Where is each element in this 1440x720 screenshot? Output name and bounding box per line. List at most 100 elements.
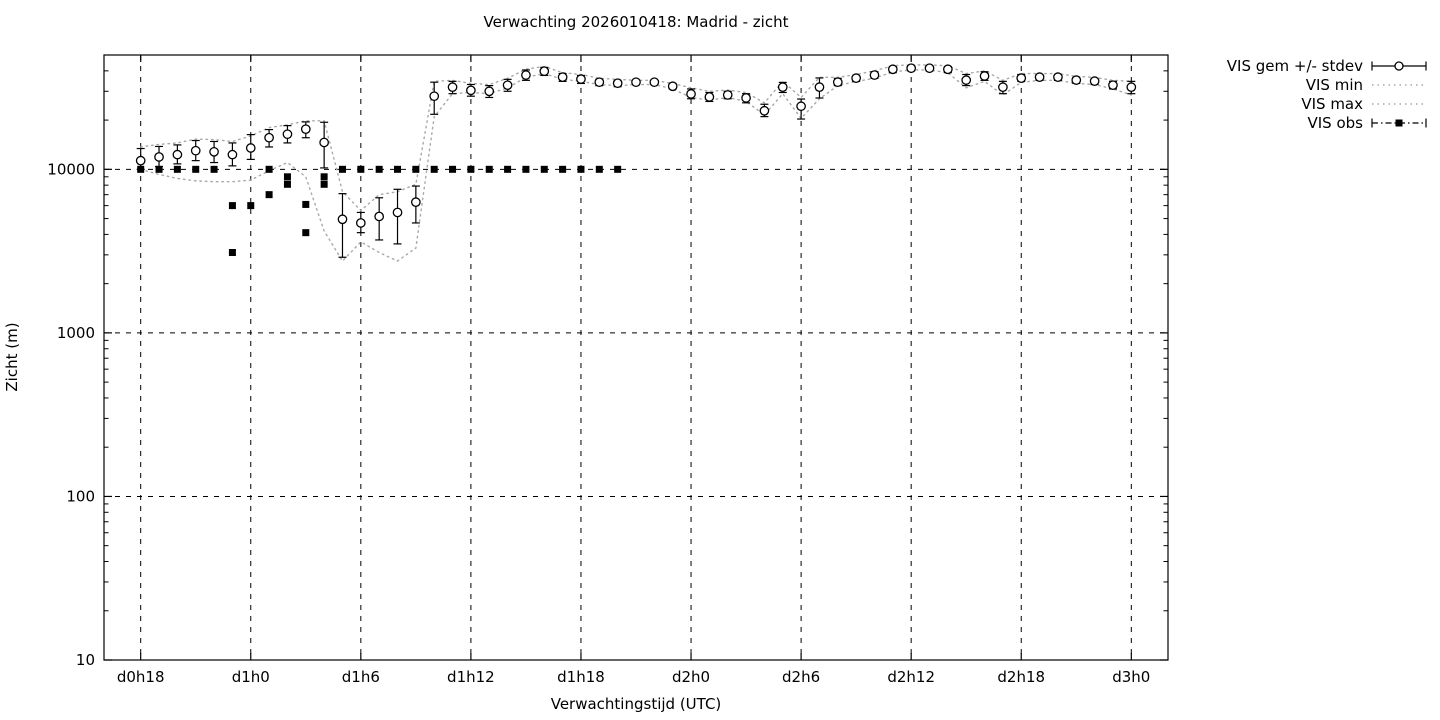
mean-point [209, 146, 219, 157]
mean-point [319, 137, 329, 148]
mean-point [759, 105, 770, 116]
legend-label-vis-gem: VIS gem +/- stdev [1226, 56, 1363, 75]
mean-point [466, 85, 476, 96]
svg-text:d0h18: d0h18 [117, 668, 165, 686]
mean-point [557, 72, 568, 83]
series-vis-min [139, 69, 1133, 263]
obs-point [540, 165, 548, 173]
obs-point [228, 202, 236, 210]
mean-point [245, 143, 256, 153]
mean-point [447, 82, 458, 92]
errorbar-square-icon [1371, 118, 1427, 127]
obs-point [302, 200, 310, 208]
obs-point [522, 165, 530, 173]
legend-label-vis-max: VIS max [1301, 94, 1363, 113]
obs-point [155, 165, 163, 173]
x-tick-labels: d0h18 d1h0 d1h6 d1h12 d1h18 d2h0 d2h6 d2h12 d2h1… [117, 668, 1151, 686]
svg-text:d2h0: d2h0 [672, 668, 710, 686]
svg-text:d1h6: d1h6 [342, 668, 380, 686]
mean-point [631, 77, 641, 88]
mean-point [1126, 82, 1137, 92]
mean-point [300, 124, 311, 135]
legend-item-vis-max: VIS max [1108, 94, 1428, 113]
obs-point [412, 165, 420, 173]
obs-point [338, 165, 346, 173]
legend-label-vis-min: VIS min [1305, 75, 1363, 94]
mean-point [502, 80, 513, 91]
mean-point [667, 81, 678, 92]
mean-point [429, 91, 440, 102]
obs-point [614, 165, 622, 173]
dotted-line-icon [1372, 83, 1426, 86]
y-gridlines [104, 168, 1168, 497]
obs-point [449, 165, 457, 173]
mean-point [649, 77, 660, 88]
svg-text:10: 10 [76, 651, 95, 669]
svg-text:d3h0: d3h0 [1112, 668, 1150, 686]
obs-point [504, 165, 512, 173]
legend-item-vis-min: VIS min [1108, 75, 1428, 94]
legend: VIS gem +/- stdev VIS min VIS max VIS ob… [1108, 56, 1428, 132]
mean-point [1053, 72, 1063, 83]
obs-point [283, 180, 291, 188]
obs-point [137, 165, 145, 173]
mean-point [190, 145, 201, 156]
mean-point [814, 82, 825, 92]
mean-point [1089, 76, 1100, 87]
mean-point [961, 75, 972, 85]
obs-point [192, 165, 200, 173]
legend-label-vis-obs: VIS obs [1307, 113, 1364, 132]
svg-text:10000: 10000 [47, 160, 95, 178]
legend-item-vis-gem: VIS gem +/- stdev [1108, 56, 1428, 75]
obs-point [302, 229, 310, 237]
mean-point [264, 132, 274, 143]
mean-point [704, 92, 715, 102]
mean-point [906, 63, 917, 74]
mean-point [521, 70, 531, 80]
obs-point [467, 165, 475, 173]
svg-text:d2h12: d2h12 [887, 668, 935, 686]
mean-point [154, 152, 164, 162]
svg-text:d2h18: d2h18 [997, 668, 1045, 686]
mean-point [1034, 72, 1045, 83]
mean-point [374, 211, 385, 222]
dotted-line-icon [1372, 102, 1426, 105]
errorbar-circle-icon [1371, 60, 1427, 71]
mean-point [924, 63, 935, 74]
mean-point [576, 74, 586, 84]
mean-point [282, 129, 293, 140]
mean-point [741, 93, 751, 103]
axis-ticks [104, 54, 1168, 661]
mean-point [979, 71, 990, 81]
obs-point [320, 180, 328, 188]
svg-text:100: 100 [66, 487, 95, 505]
mean-point [851, 73, 861, 83]
mean-point [686, 89, 696, 99]
svg-text:d1h0: d1h0 [232, 668, 270, 686]
obs-point [320, 173, 328, 181]
mean-point [612, 78, 623, 89]
mean-point [722, 90, 733, 100]
obs-point [173, 165, 181, 173]
mean-point [943, 64, 953, 75]
obs-point [394, 165, 402, 173]
svg-text:1000: 1000 [57, 324, 95, 342]
obs-point [247, 202, 255, 210]
series-vis-gem [135, 63, 1137, 258]
obs-point [559, 165, 567, 173]
mean-point [887, 64, 898, 75]
mean-point [539, 66, 550, 77]
series-vis-obs [137, 165, 622, 257]
mean-point [135, 155, 146, 166]
mean-point [355, 218, 366, 228]
y-axis-label: Zicht (m) [3, 322, 21, 392]
plot-border [103, 54, 1169, 661]
x-axis-label: Verwachtingstijd (UTC) [550, 695, 722, 713]
obs-point [485, 165, 493, 173]
obs-point [357, 165, 365, 173]
mean-point [337, 214, 348, 225]
svg-text:d1h12: d1h12 [447, 668, 495, 686]
obs-point [577, 165, 585, 173]
